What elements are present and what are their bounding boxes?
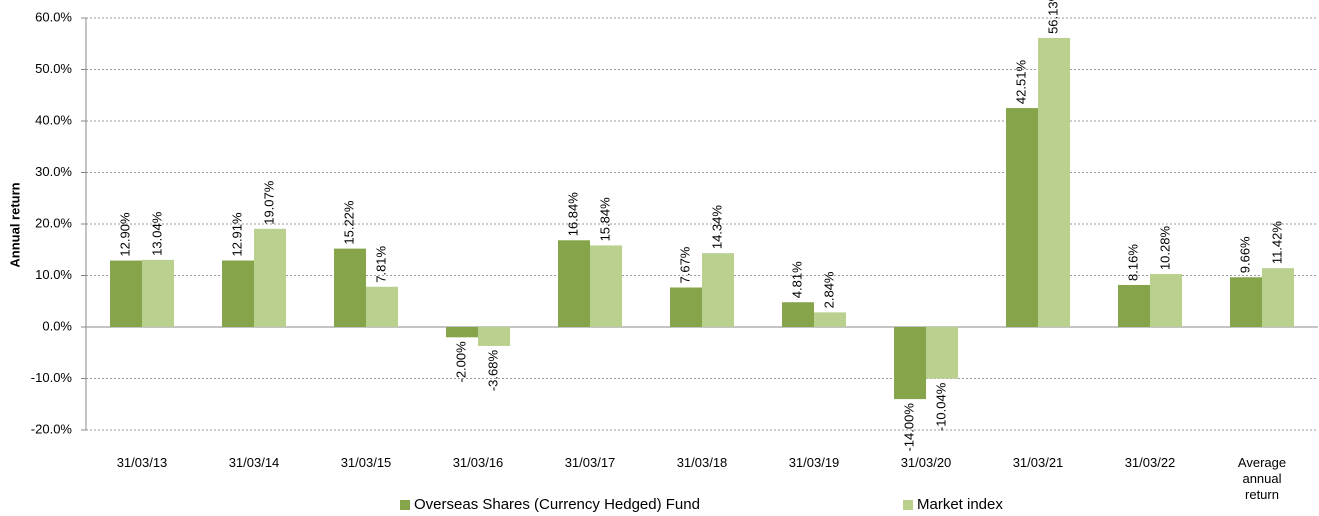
y-tick-label: 0.0% <box>42 318 72 333</box>
data-label: 14.34% <box>709 205 724 250</box>
data-label: 13.04% <box>149 211 164 256</box>
data-label: 9.66% <box>1237 236 1252 273</box>
data-label: 11.42% <box>1269 221 1284 265</box>
bar <box>1262 268 1294 327</box>
x-tick-label: 31/03/18 <box>676 455 728 470</box>
legend-label: Market index <box>917 496 1003 513</box>
data-label: 42.51% <box>1013 60 1028 105</box>
data-label: 7.67% <box>677 246 692 283</box>
bar <box>1038 37 1070 327</box>
x-tick-label: 31/03/22 <box>1124 455 1176 470</box>
data-label: 15.22% <box>341 200 356 245</box>
y-tick-label: 20.0% <box>35 215 72 230</box>
data-label: -10.04% <box>933 382 948 431</box>
y-tick-label: 40.0% <box>35 112 72 127</box>
y-tick-label: -10.0% <box>31 370 73 385</box>
x-tick-label: 31/03/20 <box>900 455 952 470</box>
bar <box>1006 108 1038 327</box>
bar <box>1150 274 1182 327</box>
bar <box>702 253 734 327</box>
x-tick-label: 31/03/16 <box>452 455 504 470</box>
x-tick-label: 31/03/15 <box>340 455 392 470</box>
data-label: 12.90% <box>117 212 132 257</box>
data-label: 7.81% <box>373 245 388 282</box>
bar <box>366 286 398 327</box>
bar <box>222 260 254 327</box>
y-tick-label: 30.0% <box>35 164 72 179</box>
x-tick-label: 31/03/14 <box>228 455 280 470</box>
bar <box>334 248 366 327</box>
bar <box>782 302 814 327</box>
data-label: 19.07% <box>261 180 276 225</box>
bar <box>558 240 590 327</box>
data-label: 4.81% <box>789 261 804 298</box>
x-tick-label: 31/03/21 <box>1012 455 1064 470</box>
x-tick-label: Average annual return <box>1237 455 1287 502</box>
bar <box>142 259 174 327</box>
y-tick-label: 60.0% <box>35 9 72 24</box>
x-tick-label: 31/03/19 <box>788 455 840 470</box>
data-label: -14.00% <box>901 403 916 452</box>
legend-label: Overseas Shares (Currency Hedged) Fund <box>414 496 700 513</box>
legend-item: Market index <box>903 496 1003 513</box>
y-tick-label: -20.0% <box>31 421 73 436</box>
x-tick-label: 31/03/13 <box>116 455 168 470</box>
data-label: 8.16% <box>1125 244 1140 281</box>
bar <box>670 287 702 327</box>
legend-swatch <box>903 499 913 510</box>
data-label: -2.00% <box>453 341 468 383</box>
bar <box>814 312 846 327</box>
bar <box>894 327 926 400</box>
bar <box>926 327 958 379</box>
data-label: 12.91% <box>229 212 244 257</box>
bar <box>110 260 142 327</box>
y-tick-label: 10.0% <box>35 267 72 282</box>
data-label: 10.28% <box>1157 226 1172 271</box>
bar <box>1118 284 1150 327</box>
bar <box>590 245 622 327</box>
bar <box>446 327 478 338</box>
bar <box>254 228 286 327</box>
data-label: 16.84% <box>565 192 580 237</box>
bar <box>478 327 510 346</box>
data-label: 2.84% <box>821 271 836 308</box>
bar <box>1230 277 1262 327</box>
x-tick-label: 31/03/17 <box>564 455 616 470</box>
data-label: 15.84% <box>597 197 612 242</box>
legend-item: Overseas Shares (Currency Hedged) Fund <box>400 496 700 513</box>
y-tick-label: 50.0% <box>35 61 72 76</box>
y-axis-label: Annual return <box>7 182 22 267</box>
data-label: -3.68% <box>485 350 500 392</box>
data-label: 56.13% <box>1045 0 1060 34</box>
legend-swatch <box>400 499 410 510</box>
